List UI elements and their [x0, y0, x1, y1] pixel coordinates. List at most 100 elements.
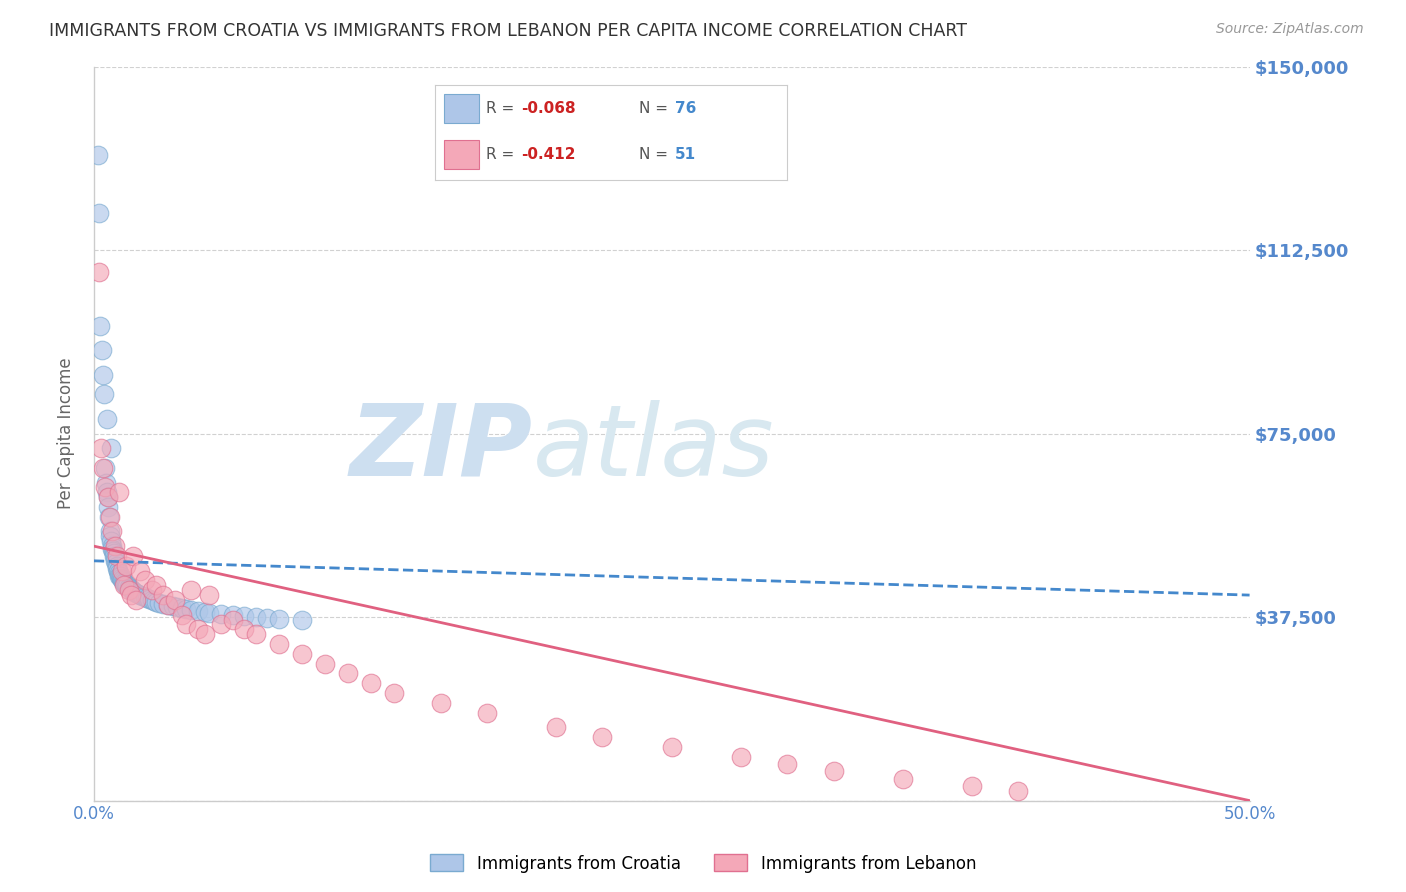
- Point: [115, 558, 138, 573]
- Point: [176, 617, 198, 632]
- Point: [107, 564, 129, 578]
- Point: [141, 583, 163, 598]
- Point: [124, 586, 146, 600]
- Point: [194, 627, 217, 641]
- Point: [104, 539, 127, 553]
- Point: [384, 686, 406, 700]
- Point: [180, 603, 202, 617]
- Point: [245, 627, 267, 641]
- Point: [101, 541, 124, 556]
- Point: [360, 676, 382, 690]
- Point: [89, 318, 111, 333]
- Point: [94, 480, 117, 494]
- Point: [90, 442, 112, 456]
- Point: [98, 509, 121, 524]
- Point: [661, 739, 683, 754]
- Point: [134, 574, 156, 588]
- Point: [156, 598, 179, 612]
- Point: [233, 608, 256, 623]
- Point: [122, 584, 145, 599]
- Point: [221, 607, 243, 622]
- Point: [233, 623, 256, 637]
- Point: [96, 412, 118, 426]
- Point: [111, 564, 134, 578]
- Point: [91, 343, 114, 358]
- Point: [187, 604, 209, 618]
- Point: [93, 387, 115, 401]
- Point: [145, 595, 167, 609]
- Point: [475, 706, 498, 720]
- Point: [891, 772, 914, 786]
- Point: [823, 764, 845, 779]
- Point: [105, 558, 128, 573]
- Point: [221, 613, 243, 627]
- Point: [117, 583, 139, 598]
- Point: [104, 551, 127, 566]
- Point: [118, 581, 141, 595]
- Point: [100, 534, 122, 549]
- Point: [156, 598, 179, 612]
- Point: [120, 588, 142, 602]
- Point: [176, 602, 198, 616]
- Point: [104, 554, 127, 568]
- Point: [103, 549, 125, 563]
- Point: [122, 549, 145, 563]
- Point: [97, 500, 120, 514]
- Point: [112, 575, 135, 590]
- Point: [108, 566, 131, 580]
- Point: [267, 611, 290, 625]
- Point: [105, 561, 128, 575]
- Point: [337, 666, 360, 681]
- Point: [152, 588, 174, 602]
- Point: [124, 585, 146, 599]
- Point: [117, 579, 139, 593]
- Point: [87, 206, 110, 220]
- Point: [129, 564, 152, 578]
- Point: [108, 568, 131, 582]
- Point: [170, 600, 193, 615]
- Point: [108, 568, 131, 582]
- Point: [143, 594, 166, 608]
- Point: [291, 647, 314, 661]
- Point: [546, 720, 568, 734]
- Point: [152, 597, 174, 611]
- Point: [960, 779, 983, 793]
- Point: [87, 265, 110, 279]
- Point: [198, 606, 221, 620]
- Y-axis label: Per Capita Income: Per Capita Income: [58, 358, 75, 509]
- Point: [101, 524, 124, 539]
- Point: [98, 524, 121, 539]
- Point: [163, 593, 186, 607]
- Point: [180, 583, 202, 598]
- Point: [166, 599, 188, 614]
- Point: [194, 605, 217, 619]
- Point: [94, 475, 117, 490]
- Point: [114, 577, 136, 591]
- Point: [105, 549, 128, 563]
- Point: [97, 490, 120, 504]
- Point: [97, 490, 120, 504]
- Point: [100, 442, 122, 456]
- Point: [256, 610, 278, 624]
- Point: [112, 578, 135, 592]
- Text: ZIP: ZIP: [350, 400, 533, 497]
- Point: [267, 637, 290, 651]
- Point: [170, 607, 193, 622]
- Point: [129, 588, 152, 602]
- Text: atlas: atlas: [533, 400, 775, 497]
- Point: [136, 591, 159, 605]
- Point: [101, 544, 124, 558]
- Point: [148, 596, 170, 610]
- Point: [138, 592, 160, 607]
- Point: [162, 599, 184, 613]
- Point: [110, 571, 132, 585]
- Point: [198, 588, 221, 602]
- Point: [245, 609, 267, 624]
- Point: [127, 587, 149, 601]
- Text: Source: ZipAtlas.com: Source: ZipAtlas.com: [1216, 22, 1364, 37]
- Point: [141, 593, 163, 607]
- Point: [97, 509, 120, 524]
- Point: [107, 564, 129, 578]
- Point: [209, 607, 232, 621]
- Point: [96, 485, 118, 500]
